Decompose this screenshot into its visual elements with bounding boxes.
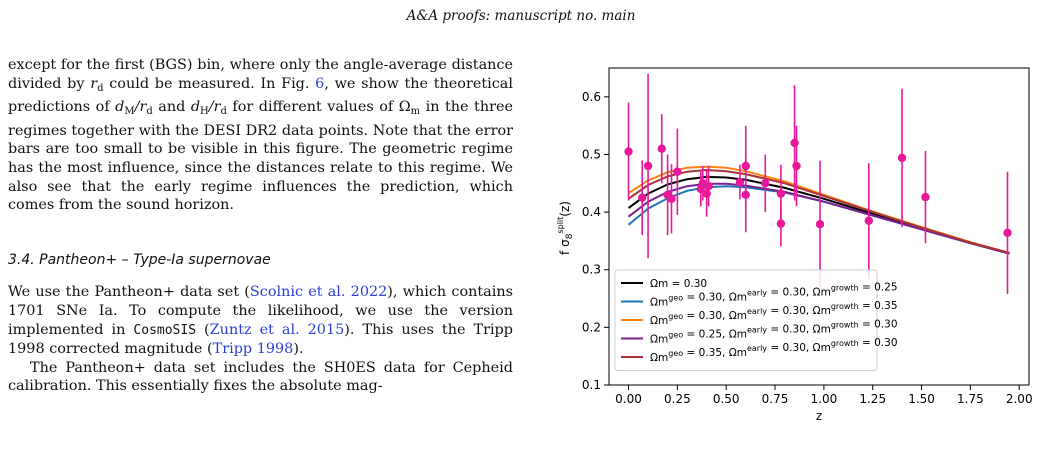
data-point bbox=[761, 179, 770, 188]
data-point bbox=[741, 190, 750, 199]
text: ( bbox=[196, 321, 210, 338]
chart-svg: 0.00 0.25 0.50 0.75 1.00 1.25 1.50 1.75 2.00 0.1 0… bbox=[556, 67, 1033, 423]
data-point bbox=[864, 216, 874, 225]
data-point bbox=[638, 193, 647, 202]
x-tick-label: 1.75 bbox=[957, 392, 984, 406]
data-point bbox=[673, 167, 682, 176]
running-head: A&A proofs: manuscript no. main bbox=[406, 8, 636, 24]
citation-link[interactable]: Zuntz et al. 2015 bbox=[209, 321, 345, 338]
legend-label: Ωmgeo = 0.35, Ωmearly = 0.30, Ωmgrowth =… bbox=[650, 337, 898, 364]
data-point bbox=[643, 161, 653, 171]
data-point bbox=[702, 189, 711, 198]
citation-link[interactable]: Scolnic et al. 2022 bbox=[249, 284, 388, 301]
series-line-4 bbox=[627, 168, 1010, 254]
math-rd: rd bbox=[90, 75, 104, 94]
x-tick-label: 0.25 bbox=[664, 392, 691, 406]
text: and bbox=[152, 99, 191, 116]
data-point bbox=[897, 153, 907, 163]
text: , we show the theoretical predictions of bbox=[8, 75, 513, 116]
series-line-1 bbox=[627, 185, 1010, 255]
math-dm-rd: dM/rd bbox=[115, 99, 153, 118]
figure-fsigma8: 0.00 0.25 0.50 0.75 1.00 1.25 1.50 1.75 2.00 0.1 0… bbox=[545, 62, 1035, 447]
data-point bbox=[624, 147, 633, 156]
text: except for the first (BGS) bin, where on… bbox=[8, 57, 513, 92]
legend-label: Ωmgeo = 0.25, Ωmearly = 0.30, Ωmgrowth =… bbox=[650, 319, 898, 346]
text: ). This uses the Tripp 1998 corrected ma… bbox=[8, 321, 513, 358]
paragraph-bao: except for the first (BGS) bin, where on… bbox=[8, 56, 513, 215]
data-point bbox=[1003, 228, 1012, 238]
y-axis-label: f σ8split(z) bbox=[556, 201, 575, 255]
data-point bbox=[921, 192, 930, 202]
x-tick-label: 1.25 bbox=[859, 392, 886, 406]
y-tick-label: 0.3 bbox=[582, 263, 601, 277]
paragraph-pantheon: We use the Pantheon+ data set (Scolnic e… bbox=[8, 283, 513, 358]
text: in the three regimes together with the D… bbox=[8, 99, 513, 214]
code-text: CosmoSIS bbox=[133, 322, 197, 338]
section-title: 3.4. Pantheon+ – Type-Ia supernovae bbox=[8, 251, 271, 268]
data-point bbox=[792, 161, 801, 171]
x-tick-label: 2.00 bbox=[1006, 392, 1033, 406]
data-point bbox=[776, 219, 786, 228]
y-tick-label: 0.2 bbox=[582, 320, 601, 334]
x-tick-label: 0.00 bbox=[615, 392, 642, 406]
series-line-0 bbox=[627, 175, 1010, 254]
data-point bbox=[667, 194, 676, 204]
text: could be measured. In Fig. bbox=[103, 75, 316, 92]
data-point bbox=[815, 219, 825, 229]
text: ), which contains 1701 SNe Ia. To comput… bbox=[8, 284, 513, 338]
plot-frame bbox=[608, 67, 1030, 386]
subscript-m: m bbox=[410, 106, 421, 118]
y-tick-label: 0.1 bbox=[582, 378, 601, 392]
x-tick-label: 0.75 bbox=[762, 392, 789, 406]
legend-box bbox=[614, 269, 878, 371]
x-tick-label: 1.50 bbox=[908, 392, 935, 406]
x-tick-label: 1.00 bbox=[811, 392, 838, 406]
math-dh-rd: dH/rd bbox=[190, 99, 227, 118]
x-axis-label: z bbox=[816, 409, 822, 423]
data-point bbox=[790, 138, 799, 148]
citation-link[interactable]: Tripp 1998 bbox=[212, 341, 294, 358]
paragraph-sh0es: The Pantheon+ data set includes the SH0E… bbox=[8, 359, 513, 395]
text: ). bbox=[293, 341, 304, 358]
data-point bbox=[735, 177, 745, 187]
y-tick-label: 0.6 bbox=[582, 90, 601, 104]
y-tick-label: 0.5 bbox=[582, 147, 601, 161]
data-point bbox=[704, 181, 713, 191]
data-point bbox=[776, 189, 786, 198]
legend-label: Ωm = 0.30 bbox=[650, 278, 707, 290]
data-point bbox=[657, 144, 666, 153]
legend-label: Ωmgeo = 0.30, Ωmearly = 0.30, Ωmgrowth =… bbox=[650, 300, 898, 327]
text-column: except for the first (BGS) bin, where on… bbox=[8, 56, 513, 396]
y-tick-label: 0.4 bbox=[582, 205, 601, 219]
svg-text:f σ8split(z): f σ8split(z) bbox=[556, 201, 575, 255]
x-tick-label: 0.50 bbox=[713, 392, 740, 406]
text: for different values of Ω bbox=[226, 99, 411, 116]
figure-link[interactable]: 6 bbox=[315, 75, 325, 92]
text: We use the Pantheon+ data set ( bbox=[8, 284, 250, 301]
legend-label: Ωmgeo = 0.30, Ωmearly = 0.30, Ωmgrowth =… bbox=[650, 282, 898, 309]
